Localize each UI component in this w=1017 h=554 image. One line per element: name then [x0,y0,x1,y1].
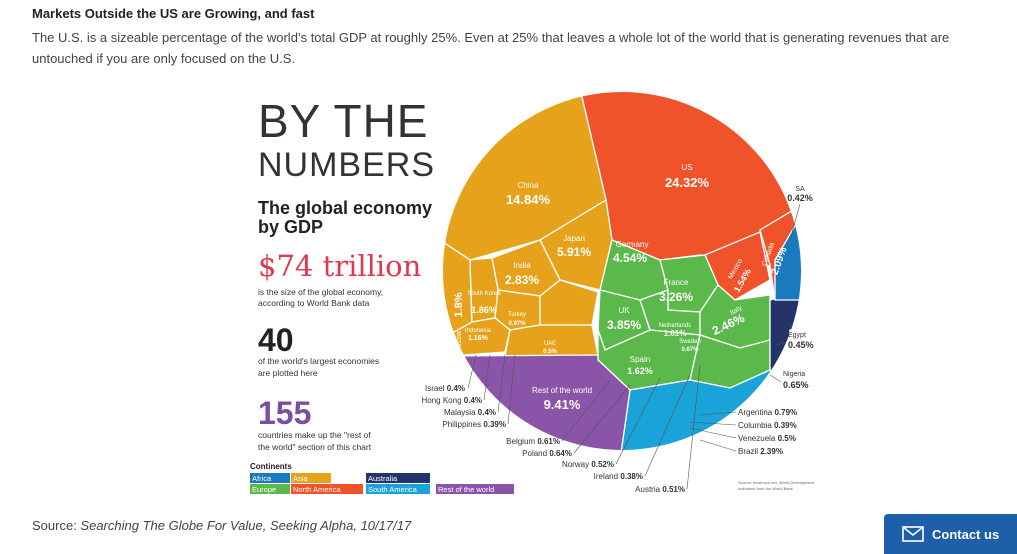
gdp-total-value: $74 trillion [258,249,421,283]
label-russia-value: 1.8% [453,292,465,317]
label-indonesia-value: 1.16% [468,335,489,342]
economies-count: 40 [258,322,294,358]
legend-swatch-6 [436,484,514,494]
infographic-subtitle-line1: The global economy [258,198,432,218]
callout-nigeria-name: Nigeria [783,371,805,378]
article-heading: Markets Outside the US are Growing, and … [32,6,315,21]
callout-norway: Norway 0.52% [562,460,614,469]
callout-sa-name: SA [795,186,805,193]
label-japan-name: Japan [563,234,585,243]
label-sweden-name: Sweden [679,339,701,345]
source-citation: Source: Searching The Globe For Value, S… [32,518,412,533]
infographic-subtitle-line2: by GDP [258,217,323,237]
label-uae-value: 0.5% [543,349,557,355]
label-korea-name: South Korea [467,291,501,297]
callout-venezuela: Venezuela 0.5% [738,434,796,443]
callout-malaysia: Malaysia 0.4% [444,408,496,417]
label-us-name: US [681,163,692,172]
contact-us-label: Contact us [932,526,1000,542]
label-uk-value: 3.85% [607,318,641,332]
legend-swatch-3 [250,484,290,494]
label-rest-value: 9.41% [544,397,581,412]
label-turkey-value: 0.97% [508,321,526,327]
envelope-icon [902,526,924,542]
cell-uae [504,324,599,357]
legend-swatch-1 [291,473,331,483]
legend-swatch-4 [291,484,363,494]
legend-label-5: South America [368,485,418,494]
callout-israel: Israel 0.4% [425,384,465,393]
callout-belgium: Belgium 0.61% [506,437,560,446]
callout-egypt-name: Egypt [788,332,806,339]
legend-title: Continents [250,462,292,471]
label-indonesia-name: Indonesia [465,328,492,334]
callout-argentina: Argentina 0.79% [738,408,797,417]
infographic-source-line1: Source: howmuch.net, World Development [738,480,815,485]
rest-count: 155 [258,395,311,431]
economies-caption-line1: of the world's largest economies [258,356,379,366]
label-germany-name: Germany [616,240,649,249]
source-title: Searching The Globe For Value, Seeking A… [80,518,412,533]
legend-label-4: North America [293,485,341,494]
legend-label-3: Europe [252,485,276,494]
label-china-value: 14.84% [506,192,551,207]
cell-saudi [539,279,599,326]
callout-leader-lines [467,203,801,490]
label-china-name: China [518,181,539,190]
callout-hongkong: Hong Kong 0.4% [422,396,483,405]
label-france-value: 3.26% [659,290,693,304]
legend-label-2: Australia [368,474,398,483]
legend-swatch-5 [366,484,430,494]
legend-swatch-2 [366,473,430,483]
callout-brazil: Brazil 2.39% [738,447,783,456]
label-japan-value: 5.91% [557,245,591,259]
label-us-value: 24.32% [665,175,710,190]
label-uk-name: UK [618,306,630,315]
callout-sa-value: 0.42% [787,193,813,203]
callout-austria: Austria 0.51% [635,485,685,494]
gdp-total-caption-line2: according to World Bank data [258,298,370,308]
label-rest-name: Rest of the world [532,386,592,395]
economies-caption-line2: are plotted here [258,368,318,378]
label-russia-name: Russia [456,331,463,353]
label-india-name: India [513,261,531,270]
callout-nigeria-value: 0.65% [783,380,809,390]
label-uae-name: UAE [544,341,556,347]
rest-caption-line2: the world" section of this chart [258,442,372,452]
infographic-source-line2: Indicators from the World Bank [738,486,793,491]
gdp-total-caption-line1: is the size of the global economy, [258,287,383,297]
continent-legend: Africa Asia Australia Europe North America So… [250,473,514,494]
legend-label-0: Africa [252,474,272,483]
rest-caption-line1: countries make up the "rest of [258,430,371,440]
label-turkey-name: Turkey [508,312,526,318]
infographic-title-line1: BY THE [258,95,428,147]
label-germany-value: 4.54% [613,251,647,265]
label-india-value: 2.83% [505,273,539,287]
label-netherlands-value: 1.01% [664,329,687,338]
legend-label-6: Rest of the world [438,485,494,494]
article-intro: The U.S. is a sizeable percentage of the… [32,30,950,66]
label-korea-value: 1.86% [471,305,497,315]
callout-colombia: Columbia 0.39% [738,421,797,430]
label-sweden-value: 0.67% [681,347,699,353]
callout-egypt-value: 0.45% [788,340,814,350]
label-france-name: France [664,278,689,287]
callout-philippines: Philippines 0.39% [442,420,506,429]
legend-swatch-0 [250,473,290,483]
label-spain-name: Spain [630,355,650,364]
infographic-title-line2: NUMBERS [258,146,435,184]
label-spain-value: 1.62% [627,366,653,376]
label-netherlands-name: Netherlands [659,323,691,329]
contact-us-button[interactable]: Contact us [884,514,1017,554]
legend-label-1: Asia [293,474,308,483]
gdp-circle [441,90,803,452]
callout-poland: Poland 0.64% [522,449,572,458]
callout-ireland: Ireland 0.38% [594,472,643,481]
